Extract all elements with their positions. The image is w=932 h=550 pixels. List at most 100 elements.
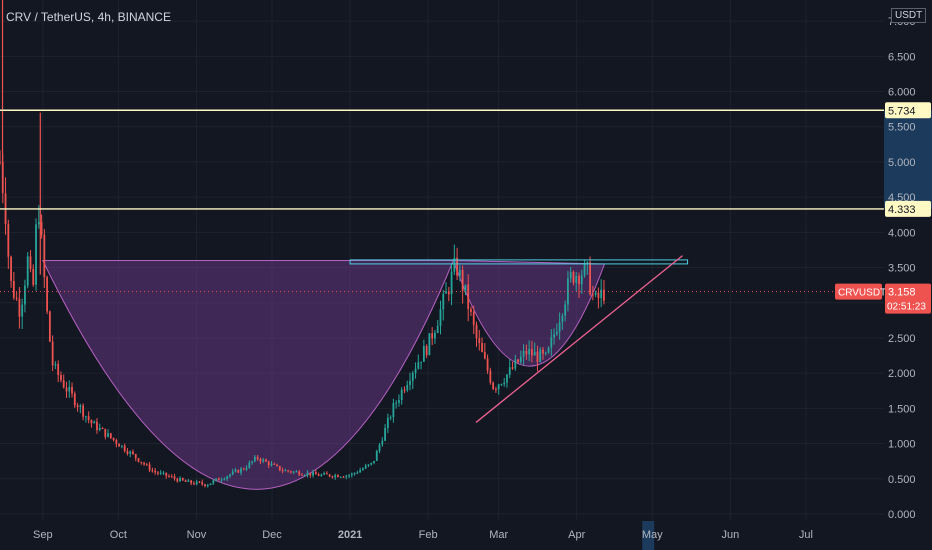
candle-body [278, 466, 281, 471]
candle-body [48, 311, 51, 342]
last-price-tag-bg [885, 283, 931, 314]
candle-body [328, 474, 331, 477]
candle-body [342, 476, 345, 478]
candle-body [190, 480, 193, 484]
time-axis[interactable]: Sep Oct Nov Dec 2021 Feb Mar Apr May Jun Jul [33, 529, 813, 541]
candle-body [536, 351, 539, 363]
candle-body [470, 308, 472, 312]
candle-body [542, 349, 544, 354]
candle-body [378, 444, 381, 451]
candle-body [273, 463, 276, 465]
candle-body [439, 309, 442, 326]
candle-body [481, 343, 483, 352]
candle-body [431, 333, 434, 339]
candle-body [425, 346, 428, 356]
candle-body [248, 462, 251, 468]
candle-body [145, 464, 148, 466]
candle-body [375, 450, 378, 461]
candle-body [179, 478, 181, 482]
candle-body [580, 275, 583, 285]
candle-body [522, 350, 525, 357]
candle-body [317, 474, 320, 476]
candle-body [450, 271, 453, 295]
candle-body [226, 476, 229, 479]
candle-body [206, 484, 209, 487]
candle-body [403, 389, 406, 391]
candle-body [281, 470, 284, 472]
x-tick-label: 2021 [338, 529, 362, 541]
candle-body [400, 389, 403, 401]
candle-body [134, 453, 137, 459]
candle-body [567, 278, 569, 305]
candle-body [184, 480, 187, 482]
price-axis-highlight [884, 110, 932, 209]
candle-body [395, 402, 398, 404]
candle-body [173, 476, 176, 479]
candle-body [109, 433, 112, 438]
candlestick-series [0, 0, 605, 488]
candle-body [478, 338, 481, 344]
candle-body [256, 456, 259, 459]
candle-body [176, 478, 179, 482]
price-tags: 5.734 4.333 CRVUSDT 3.158 02:51:23 [835, 102, 931, 314]
candle-body [494, 388, 497, 390]
y-tick-label: 0.000 [888, 509, 916, 521]
candle-body [143, 462, 145, 465]
candle-body [107, 433, 109, 437]
candle-body [461, 269, 464, 291]
candle-body [234, 469, 237, 472]
candle-body [528, 349, 531, 355]
candle-body [511, 367, 514, 369]
y-tick-label: 0.500 [888, 474, 916, 486]
y-tick-label: 5.000 [888, 157, 916, 169]
candle-body [503, 382, 506, 385]
x-tick-label: Nov [187, 529, 207, 541]
candle-body [301, 474, 303, 476]
price-axis[interactable]: 0.0000.5001.0001.5002.0002.5003.0003.500… [888, 16, 916, 521]
x-tick-label: Oct [110, 529, 127, 541]
y-tick-label: 2.500 [888, 333, 916, 345]
candle-body [428, 333, 431, 356]
candle-body [364, 465, 367, 469]
resistance-line [349, 259, 689, 265]
candle-body [456, 257, 459, 276]
candle-body [550, 337, 553, 348]
countdown-tag: 02:51:23 [887, 302, 926, 313]
x-tick-label: Dec [262, 529, 282, 541]
candle-body [68, 387, 71, 392]
candle-body [204, 484, 206, 487]
candle-body [287, 470, 290, 472]
candle-body [284, 470, 287, 472]
symbol-title[interactable]: CRV / TetherUS, 4h, BINANCE [6, 10, 171, 24]
candle-body [79, 405, 82, 408]
candle-body [32, 268, 35, 285]
candle-body [561, 315, 564, 323]
candle-body [276, 464, 278, 467]
candle-body [126, 451, 129, 454]
candle-body [129, 451, 132, 454]
candle-body [84, 416, 87, 418]
candle-body [519, 356, 522, 363]
handle-arc [452, 259, 606, 367]
candle-body [298, 471, 301, 475]
candle-body [120, 445, 123, 447]
candle-body [223, 478, 226, 480]
level-tag-mid-bg [885, 200, 931, 217]
candle-body [96, 421, 98, 431]
candle-body [553, 334, 555, 338]
candle-body [489, 370, 492, 383]
candle-body [320, 474, 323, 476]
candle-body [162, 472, 165, 474]
candle-body [215, 478, 217, 481]
candle-body [24, 285, 26, 305]
candle-body [472, 311, 475, 325]
candle-body [353, 473, 356, 475]
candle-body [140, 461, 143, 463]
candle-body [187, 480, 190, 482]
candle-body [603, 289, 605, 301]
currency-label[interactable]: USDT [891, 8, 927, 23]
candle-body [600, 289, 603, 299]
candle-body [555, 331, 558, 335]
candle-body [212, 480, 215, 484]
